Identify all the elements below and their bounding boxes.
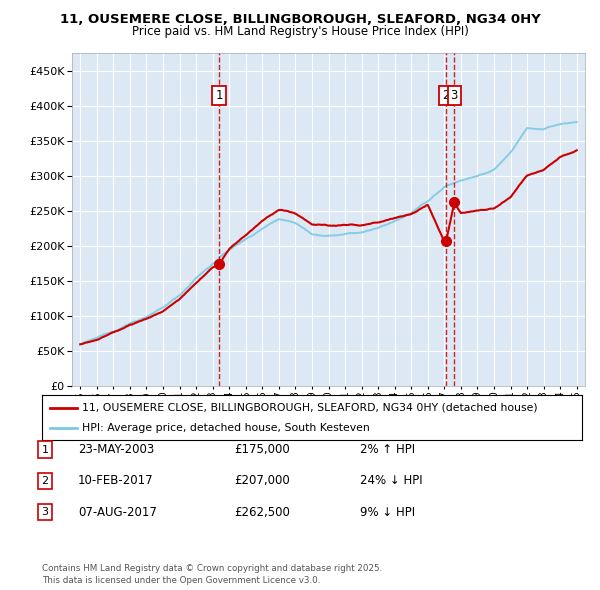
Text: 11, OUSEMERE CLOSE, BILLINGBOROUGH, SLEAFORD, NG34 0HY: 11, OUSEMERE CLOSE, BILLINGBOROUGH, SLEA…	[59, 13, 541, 26]
Text: £262,500: £262,500	[234, 506, 290, 519]
Text: 11, OUSEMERE CLOSE, BILLINGBOROUGH, SLEAFORD, NG34 0HY (detached house): 11, OUSEMERE CLOSE, BILLINGBOROUGH, SLEA…	[83, 403, 538, 412]
Text: 07-AUG-2017: 07-AUG-2017	[78, 506, 157, 519]
Text: HPI: Average price, detached house, South Kesteven: HPI: Average price, detached house, Sout…	[83, 424, 370, 434]
Text: Price paid vs. HM Land Registry's House Price Index (HPI): Price paid vs. HM Land Registry's House …	[131, 25, 469, 38]
Text: Contains HM Land Registry data © Crown copyright and database right 2025.
This d: Contains HM Land Registry data © Crown c…	[42, 565, 382, 585]
Text: 10-FEB-2017: 10-FEB-2017	[78, 474, 154, 487]
Text: 23-MAY-2003: 23-MAY-2003	[78, 443, 154, 456]
Text: 2: 2	[442, 88, 450, 101]
Text: 1: 1	[215, 88, 223, 101]
Text: £207,000: £207,000	[234, 474, 290, 487]
Text: 24% ↓ HPI: 24% ↓ HPI	[360, 474, 422, 487]
Text: 3: 3	[451, 88, 458, 101]
Text: 3: 3	[41, 507, 49, 517]
Text: 9% ↓ HPI: 9% ↓ HPI	[360, 506, 415, 519]
Text: 2: 2	[41, 476, 49, 486]
Text: 2% ↑ HPI: 2% ↑ HPI	[360, 443, 415, 456]
Text: 1: 1	[41, 445, 49, 454]
Text: £175,000: £175,000	[234, 443, 290, 456]
